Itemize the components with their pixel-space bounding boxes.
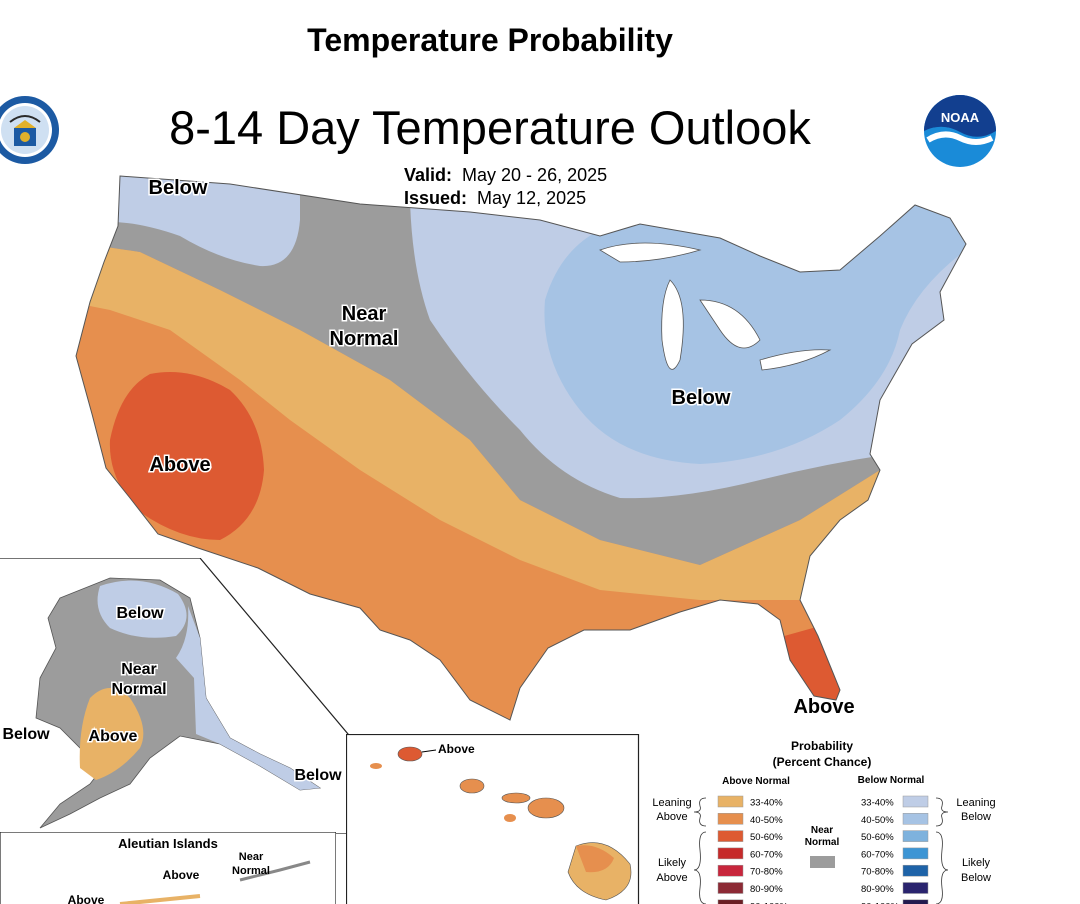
- legend-likely-above-2: Above: [656, 872, 687, 884]
- legend-above-range-5: 80-90%: [750, 884, 783, 895]
- commerce-seal-icon: [0, 96, 59, 164]
- legend-above-swatch-5: [717, 882, 744, 894]
- legend-below-range-2: 50-60%: [861, 832, 894, 843]
- legend-leaning-above-2: Above: [656, 811, 687, 823]
- alaska-inset: Below Near Normal Above Below Below: [0, 558, 349, 834]
- legend-below-swatch-3: [902, 847, 929, 860]
- hawaii-inset: Above: [346, 734, 640, 904]
- label-conus-below-nw: Below: [149, 177, 208, 199]
- map-title: 8-14 Day Temperature Outlook: [169, 101, 811, 154]
- issued-value: May 12, 2025: [477, 188, 587, 208]
- legend-above-swatch-4: [717, 864, 744, 877]
- legend-above-range-1: 40-50%: [750, 815, 783, 826]
- legend-below-swatch-5: [902, 882, 929, 894]
- legend-below-swatch-6: [902, 899, 929, 904]
- label-alaska-near-1: Near: [121, 661, 157, 678]
- legend-above-swatch-6: [717, 899, 744, 904]
- label-alaska-below-w: Below: [2, 726, 50, 743]
- valid-dates: Valid: May 20 - 26, 2025: [404, 165, 607, 186]
- legend-below-swatch-0: [902, 795, 929, 808]
- legend-below-range-5: 80-90%: [861, 884, 894, 895]
- legend-above-swatch-1: [717, 813, 744, 825]
- legend-leaning-above-1: Leaning: [652, 797, 691, 809]
- valid-label: Valid:: [404, 165, 453, 185]
- legend-below-range-4: 70-80%: [861, 867, 894, 878]
- legend: Probability (Percent Chance) Above Norma…: [652, 739, 996, 904]
- legend-brace-leaning-above: [693, 797, 707, 827]
- valid-value: May 20 - 26, 2025: [462, 165, 608, 185]
- noaa-logo-icon: NOAA: [924, 95, 996, 167]
- legend-below-header: Below Normal: [858, 775, 925, 786]
- label-conus-near-1: Near: [342, 303, 387, 325]
- legend-above-range-4: 70-80%: [750, 867, 783, 878]
- label-aleutian-above-2: Above: [68, 893, 105, 904]
- issued-label: Issued:: [404, 188, 468, 208]
- label-aleutian-near-2: Normal: [232, 865, 270, 877]
- legend-below-swatch-2: [902, 830, 929, 842]
- label-aleutian-near-1: Near: [239, 851, 264, 863]
- label-conus-below-east: Below: [672, 387, 731, 409]
- label-alaska-below-n: Below: [116, 605, 164, 622]
- legend-below-range-3: 60-70%: [861, 849, 894, 860]
- label-alaska-near-2: Normal: [111, 681, 166, 698]
- label-alaska-above: Above: [89, 728, 138, 745]
- legend-brace-likely-below: [935, 831, 949, 904]
- legend-above-range-0: 33-40%: [750, 798, 783, 809]
- legend-near-1: Near: [811, 825, 833, 836]
- legend-title-2: (Percent Chance): [773, 755, 872, 769]
- page-title: Temperature Probability: [307, 22, 673, 58]
- legend-above-header: Above Normal: [722, 776, 790, 787]
- label-alaska-below-se: Below: [294, 767, 342, 784]
- legend-brace-likely-above: [693, 831, 707, 904]
- label-hawaii-above: Above: [438, 742, 475, 756]
- legend-brace-leaning-below: [935, 797, 949, 827]
- noaa-logo-text: NOAA: [941, 110, 980, 125]
- legend-below-range-0: 33-40%: [861, 798, 894, 809]
- aleutian-title: Aleutian Islands: [118, 836, 218, 851]
- legend-above-swatch-3: [717, 847, 744, 860]
- legend-near-2: Normal: [805, 837, 840, 848]
- legend-above-swatch-0: [717, 795, 744, 808]
- legend-likely-above-1: Likely: [658, 857, 687, 869]
- legend-below-swatch-1: [902, 813, 929, 825]
- label-aleutian-above: Above: [163, 868, 200, 882]
- issued-dates: Issued: May 12, 2025: [404, 188, 586, 209]
- label-conus-above-fl: Above: [793, 696, 854, 718]
- aleutian-inset: Aleutian Islands Above Above Near Normal: [0, 832, 336, 904]
- legend-above-swatch-2: [717, 830, 744, 842]
- legend-leaning-below-2: Below: [961, 811, 991, 823]
- legend-above-range-3: 60-70%: [750, 849, 783, 860]
- legend-above-range-2: 50-60%: [750, 832, 783, 843]
- label-conus-near-2: Normal: [330, 328, 399, 350]
- legend-likely-below-2: Below: [961, 872, 991, 884]
- legend-near-swatch: [810, 856, 835, 868]
- legend-below-range-6: 90-100%: [861, 901, 900, 904]
- legend-below-swatch-4: [902, 864, 929, 877]
- legend-title-1: Probability: [791, 739, 853, 753]
- legend-above-range-6: 90-100%: [750, 901, 789, 904]
- label-conus-above-sw: Above: [149, 454, 210, 476]
- legend-below-range-1: 40-50%: [861, 815, 894, 826]
- legend-likely-below-1: Likely: [962, 857, 991, 869]
- legend-leaning-below-1: Leaning: [956, 797, 995, 809]
